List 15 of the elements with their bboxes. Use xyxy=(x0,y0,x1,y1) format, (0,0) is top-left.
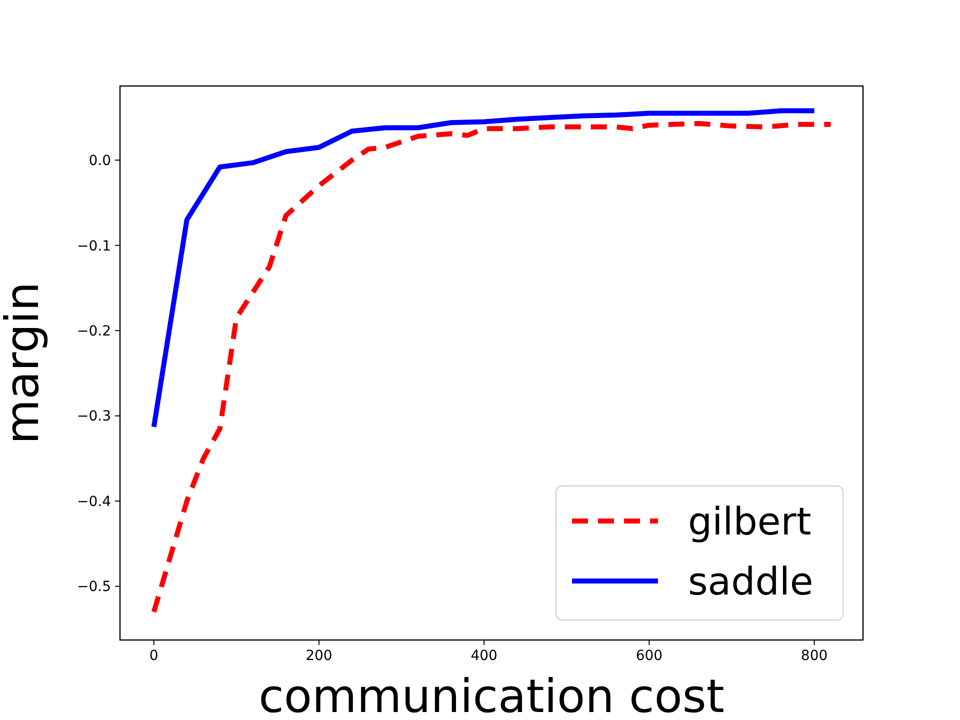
x-tick-label: 0 xyxy=(149,648,158,664)
y-tick-label: −0.3 xyxy=(77,408,111,425)
x-tick-label: 800 xyxy=(800,648,828,664)
y-axis-title: margin xyxy=(0,282,49,444)
legend-label: saddle xyxy=(688,559,814,604)
legend-label: gilbert xyxy=(688,499,812,544)
x-tick-label: 200 xyxy=(306,648,332,664)
y-tick-label: −0.1 xyxy=(77,238,111,254)
x-tick-label: 400 xyxy=(470,648,498,664)
y-tick-label: 0.0 xyxy=(88,153,111,170)
y-tick-label: −0.5 xyxy=(77,579,111,596)
x-tick-label: 600 xyxy=(636,648,663,664)
x-axis-title: communication cost xyxy=(258,669,724,720)
y-tick-label: −0.2 xyxy=(77,324,111,340)
y-tick-label: −0.4 xyxy=(77,494,112,510)
